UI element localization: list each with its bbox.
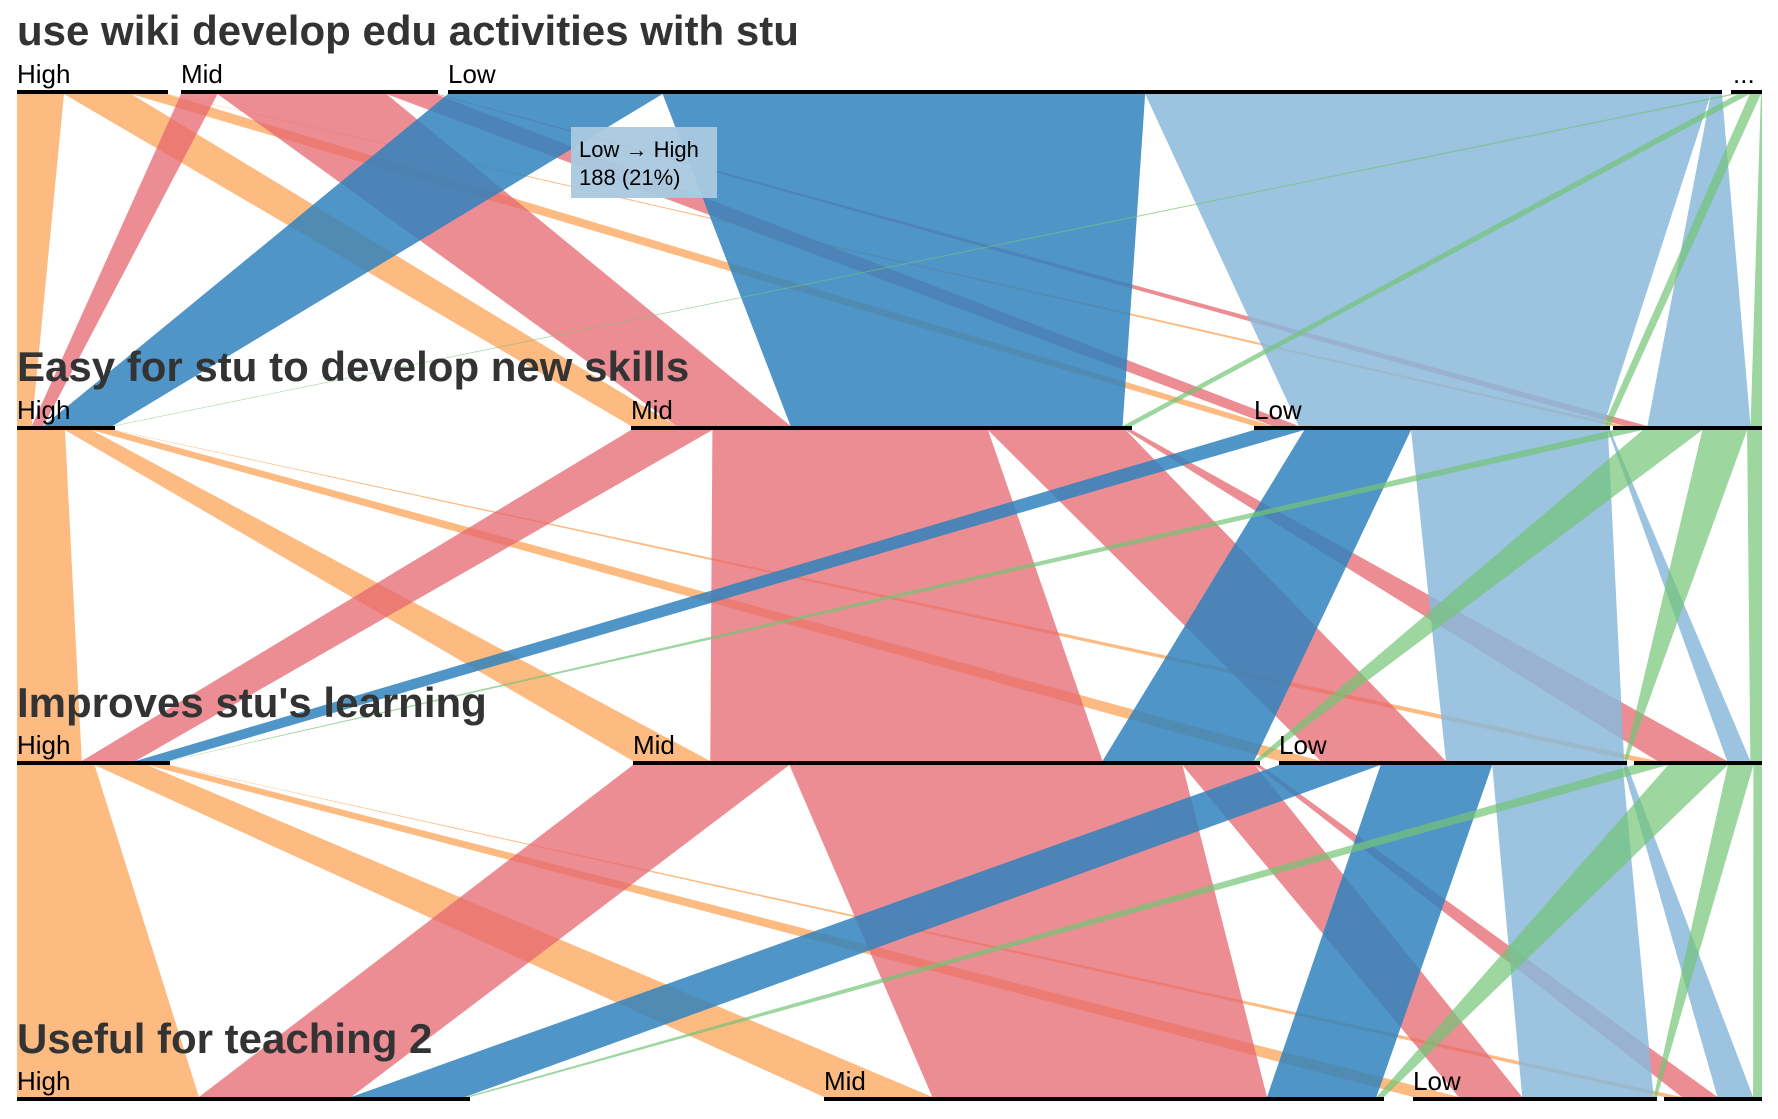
ribbon-1-...-to-High — [168, 430, 1643, 761]
category-label-0-Mid: Mid — [181, 59, 223, 89]
ribbon-0-...-to-... — [1750, 94, 1762, 426]
tooltip-box — [571, 127, 717, 198]
tooltip-line-1: Low → High — [579, 137, 699, 162]
dimension-title-0: use wiki develop edu activities with stu — [17, 7, 799, 54]
axes-layer: use wiki develop edu activities with stu… — [17, 7, 1762, 1101]
ribbon-2-High-to-High — [17, 765, 199, 1097]
ribbon-1-...-to-... — [1747, 430, 1762, 761]
ribbon-0-...-to-Low — [1603, 94, 1761, 426]
ribbon-2-Mid-to-High — [198, 765, 790, 1097]
ribbon-2-...-to-High — [465, 765, 1669, 1097]
ribbon-0-...-to-Mid — [1122, 94, 1750, 426]
dimension-title-3: Useful for teaching 2 — [17, 1015, 432, 1062]
ribbon-1-Mid-to-High — [81, 430, 713, 761]
category-label-0-Low: Low — [448, 59, 496, 89]
ribbon-0-Low-to-Mid — [662, 94, 1146, 426]
ribbons-layer — [17, 94, 1762, 1097]
ribbon-0-Low-to-Low — [1145, 94, 1711, 426]
ribbon-0-Mid-to-High — [31, 94, 218, 426]
category-label-0-High: High — [17, 59, 70, 89]
category-label-2-Low: Low — [1279, 730, 1327, 760]
category-label-3-Low: Low — [1413, 1066, 1461, 1096]
dimension-title-1: Easy for stu to develop new skills — [17, 343, 689, 390]
category-label-0-...: ... — [1733, 59, 1755, 89]
ribbon-1-Low-to-Mid — [1102, 430, 1412, 761]
ribbon-1-...-to-Low — [1624, 430, 1748, 761]
category-label-1-High: High — [17, 395, 70, 425]
ribbon-2-...-to-Low — [1653, 765, 1754, 1097]
ribbon-0-...-to-High — [112, 94, 1738, 426]
category-label-3-High: High — [17, 1066, 70, 1096]
category-label-1-Mid: Mid — [631, 395, 673, 425]
category-label-2-High: High — [17, 730, 70, 760]
ribbon-2-Low-to-... — [1622, 765, 1754, 1097]
ribbon-1-Low-to-High — [135, 430, 1305, 761]
ribbon-0-Low-to-... — [1647, 94, 1751, 426]
ribbon-2-Low-to-Mid — [1267, 765, 1493, 1097]
ribbon-0-Low-to-High — [43, 94, 663, 426]
ribbon-1-...-to-Mid — [1254, 430, 1703, 761]
category-label-1-Low: Low — [1254, 395, 1302, 425]
ribbon-2-...-to-... — [1753, 765, 1762, 1097]
tooltip: Low → High 188 (21%) — [571, 127, 717, 198]
ribbon-0-High-to-High — [17, 94, 64, 426]
category-label-3-Mid: Mid — [824, 1066, 866, 1096]
tooltip-line-2: 188 (21%) — [579, 165, 681, 190]
ribbon-1-High-to-High — [17, 430, 82, 761]
ribbon-2-...-to-Mid — [1376, 765, 1728, 1097]
category-label-2-Mid: Mid — [633, 730, 675, 760]
ribbon-2-Low-to-High — [351, 765, 1381, 1097]
dimension-title-2: Improves stu's learning — [17, 679, 487, 726]
